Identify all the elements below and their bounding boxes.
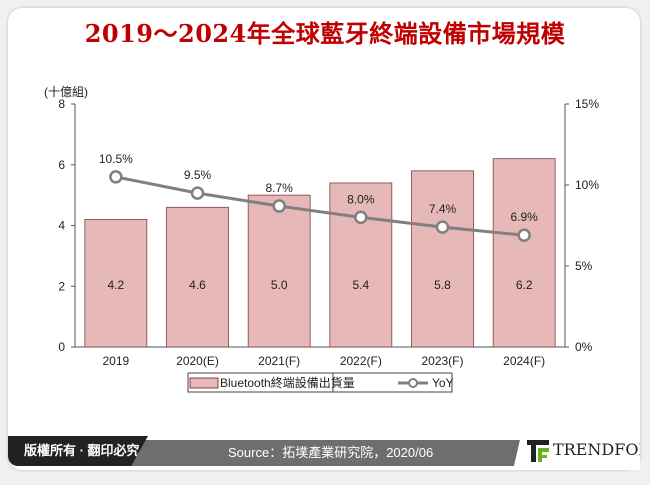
yoy-point bbox=[435, 220, 450, 234]
x-tick-label: 2022(F) bbox=[340, 354, 382, 368]
x-tick-label: 2023(F) bbox=[421, 354, 463, 368]
legend-bar-swatch bbox=[189, 377, 219, 389]
legend-line-marker bbox=[408, 378, 418, 388]
bar-label: 4.2 bbox=[107, 278, 124, 292]
x-tick-label: 2021(F) bbox=[258, 354, 300, 368]
yoy-label: 8.7% bbox=[265, 181, 293, 195]
bar-label: 5.4 bbox=[352, 278, 369, 292]
y2-tick-label: 10% bbox=[575, 178, 599, 192]
y-tick-label: 8 bbox=[58, 97, 65, 111]
y-tick-label: 4 bbox=[58, 219, 65, 233]
yoy-point bbox=[272, 199, 286, 213]
bar-label: 5.8 bbox=[434, 278, 451, 292]
legend-frame bbox=[187, 372, 453, 393]
chart-title: 2019～2024年全球藍牙終端設備市場規模 bbox=[84, 19, 566, 48]
bar bbox=[492, 158, 556, 348]
y2-tick-label: 15% bbox=[575, 97, 599, 111]
x-tick-label: 2024(F) bbox=[503, 354, 545, 368]
bar bbox=[411, 170, 474, 348]
yoy-label: 6.9% bbox=[510, 210, 538, 224]
bar bbox=[247, 194, 311, 348]
yoy-label: 9.5% bbox=[184, 168, 212, 182]
x-tick-label: 2019 bbox=[102, 354, 129, 368]
copyright-label: 版權所有 · 翻印必究 bbox=[8, 436, 148, 466]
legend-bar-label: Bluetooth終端設備出貨量 bbox=[220, 375, 355, 390]
yoy-point bbox=[190, 186, 205, 200]
y-tick-label: 6 bbox=[58, 158, 65, 172]
yoy-label: 10.5% bbox=[99, 152, 133, 166]
logo-text: TRENDFORCE bbox=[553, 440, 650, 459]
bar-label: 5.0 bbox=[271, 278, 288, 292]
y2-tick-label: 5% bbox=[575, 259, 593, 273]
yoy-point bbox=[109, 170, 123, 184]
yoy-label: 8.0% bbox=[347, 192, 375, 206]
bar bbox=[329, 182, 393, 348]
y2-tick-label: 0% bbox=[575, 340, 593, 354]
bar bbox=[84, 219, 148, 348]
trendforce-mark-icon bbox=[527, 440, 549, 462]
trendforce-logo: TRENDFORCE bbox=[513, 426, 640, 470]
yoy-point bbox=[354, 210, 368, 225]
footer: 版權所有 · 翻印必究 Source：拓墣產業研究院，2020/06 TREND… bbox=[8, 426, 640, 470]
source-text: Source：拓墣產業研究院，2020/06 bbox=[228, 445, 434, 460]
y-tick-label: 2 bbox=[58, 279, 65, 293]
yoy-point bbox=[517, 228, 531, 242]
bar-label: 4.6 bbox=[189, 278, 206, 292]
x-tick-label: 2020(E) bbox=[176, 354, 219, 368]
y-axis-label: (十億組) bbox=[44, 85, 88, 99]
bar-label: 6.2 bbox=[516, 278, 533, 292]
bar bbox=[166, 206, 229, 348]
y-tick-label: 0 bbox=[58, 340, 65, 354]
footer-bar bbox=[128, 440, 528, 466]
yoy-line bbox=[115, 175, 525, 237]
yoy-label: 7.4% bbox=[429, 202, 457, 216]
legend-line-label: YoY bbox=[432, 376, 454, 390]
